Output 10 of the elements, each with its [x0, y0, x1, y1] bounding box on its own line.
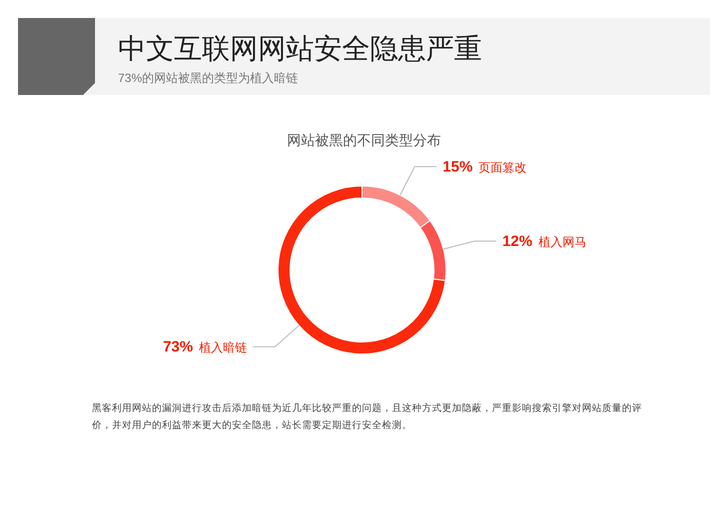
data-label: 12%: [502, 233, 532, 250]
text: 网站被黑的不同类型分布: [287, 132, 441, 148]
chart-subtitle: 73%的网站被黑的类型为植入暗链: [118, 71, 298, 85]
data-label: 73%: [162, 338, 193, 356]
slice-label: 页面篡改: [478, 160, 527, 175]
slice-label: 植入暗链: [198, 340, 247, 355]
data-label: 15%: [442, 158, 473, 176]
text: 黑客利用网站的漏洞进行攻击后添加暗链为近几年比较严重的问题，且这种方式更加隐蔽，严重影响搜索引擎对网站质量的评价，并对用户的利益带来更大的安全隐患，站长需要定期进行安全检测。: [92, 402, 643, 433]
chart-title: 中文互联网网站安全隐患严重: [118, 33, 482, 64]
slice-label: 植入网马: [538, 235, 586, 250]
